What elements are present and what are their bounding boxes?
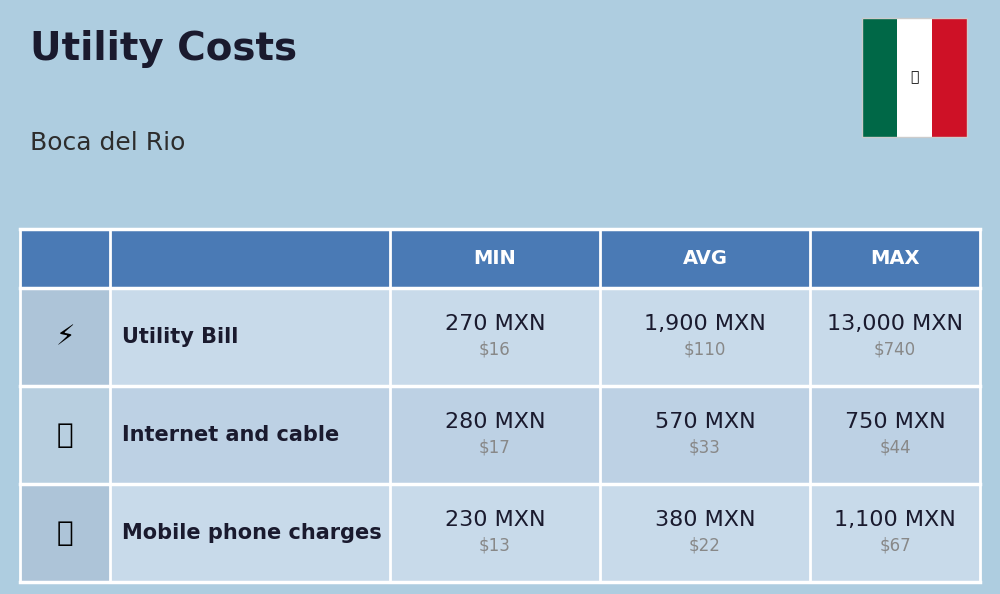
Text: $740: $740 xyxy=(874,341,916,359)
Bar xyxy=(110,288,980,386)
Bar xyxy=(390,229,600,288)
Text: 1,900 MXN: 1,900 MXN xyxy=(644,314,766,334)
Bar xyxy=(897,18,932,137)
Text: Boca del Rio: Boca del Rio xyxy=(30,131,185,154)
Text: $67: $67 xyxy=(879,537,911,555)
Text: 230 MXN: 230 MXN xyxy=(445,510,545,530)
Text: $33: $33 xyxy=(689,439,721,457)
Bar xyxy=(932,18,967,137)
Text: 380 MXN: 380 MXN xyxy=(655,510,755,530)
Text: Internet and cable: Internet and cable xyxy=(122,425,339,445)
Text: 270 MXN: 270 MXN xyxy=(445,314,545,334)
Text: $13: $13 xyxy=(479,537,511,555)
Text: 🦅: 🦅 xyxy=(910,70,919,84)
Text: Utility Bill: Utility Bill xyxy=(122,327,238,347)
Bar xyxy=(600,229,810,288)
Text: AVG: AVG xyxy=(683,249,728,268)
Text: Utility Costs: Utility Costs xyxy=(30,30,297,68)
Text: Mobile phone charges: Mobile phone charges xyxy=(122,523,382,543)
Bar xyxy=(20,386,110,484)
Text: $44: $44 xyxy=(879,439,911,457)
Text: 📶: 📶 xyxy=(57,421,73,449)
Text: ⚡: ⚡ xyxy=(55,323,75,351)
Text: 750 MXN: 750 MXN xyxy=(845,412,945,432)
Text: $16: $16 xyxy=(479,341,511,359)
Text: MIN: MIN xyxy=(474,249,516,268)
Text: 280 MXN: 280 MXN xyxy=(445,412,545,432)
Text: 📱: 📱 xyxy=(57,519,73,547)
Bar xyxy=(810,229,980,288)
Bar xyxy=(20,484,110,582)
Text: $17: $17 xyxy=(479,439,511,457)
Text: $110: $110 xyxy=(684,341,726,359)
Bar xyxy=(862,18,967,137)
Bar xyxy=(20,288,110,386)
Text: 1,100 MXN: 1,100 MXN xyxy=(834,510,956,530)
Bar xyxy=(862,18,897,137)
Text: 13,000 MXN: 13,000 MXN xyxy=(827,314,963,334)
Bar xyxy=(20,229,390,288)
Bar xyxy=(110,484,980,582)
Text: 570 MXN: 570 MXN xyxy=(655,412,755,432)
Text: $22: $22 xyxy=(689,537,721,555)
Bar xyxy=(110,386,980,484)
Text: MAX: MAX xyxy=(870,249,920,268)
